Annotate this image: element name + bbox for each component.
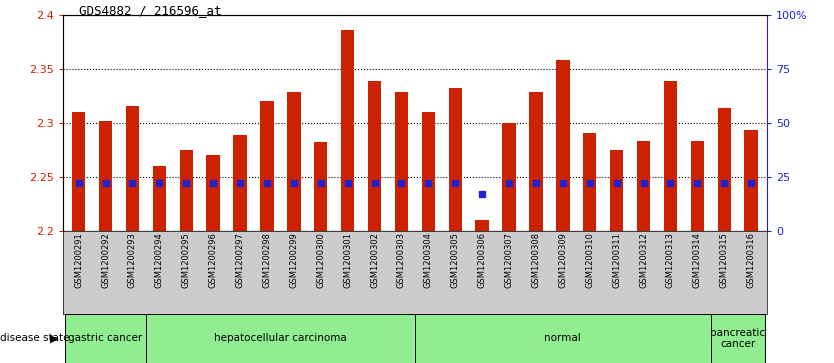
Bar bbox=[583, 133, 596, 231]
Text: disease state: disease state bbox=[0, 334, 69, 343]
Bar bbox=[449, 88, 462, 231]
Bar bbox=[422, 112, 435, 231]
Text: GSM1200291: GSM1200291 bbox=[74, 232, 83, 288]
Text: GSM1200308: GSM1200308 bbox=[531, 232, 540, 288]
Text: GSM1200313: GSM1200313 bbox=[666, 232, 675, 288]
Bar bbox=[475, 220, 489, 231]
Text: pancreatic
cancer: pancreatic cancer bbox=[710, 328, 766, 349]
Bar bbox=[745, 130, 758, 231]
FancyBboxPatch shape bbox=[415, 314, 711, 363]
Bar bbox=[610, 150, 623, 231]
Text: GSM1200306: GSM1200306 bbox=[478, 232, 487, 288]
Bar bbox=[234, 135, 247, 231]
Bar bbox=[502, 122, 515, 231]
Bar bbox=[207, 155, 220, 231]
Bar bbox=[556, 60, 570, 231]
Bar bbox=[664, 81, 677, 231]
Text: GSM1200293: GSM1200293 bbox=[128, 232, 137, 288]
Text: GSM1200296: GSM1200296 bbox=[208, 232, 218, 288]
Text: GSM1200312: GSM1200312 bbox=[639, 232, 648, 288]
Text: GSM1200310: GSM1200310 bbox=[585, 232, 595, 288]
Bar bbox=[717, 109, 731, 231]
Bar bbox=[126, 106, 139, 231]
Bar bbox=[394, 92, 408, 231]
Bar bbox=[637, 141, 651, 231]
Text: GSM1200307: GSM1200307 bbox=[505, 232, 514, 288]
Bar bbox=[314, 142, 328, 231]
Text: GSM1200303: GSM1200303 bbox=[397, 232, 406, 288]
Text: GSM1200314: GSM1200314 bbox=[693, 232, 702, 288]
Text: GSM1200292: GSM1200292 bbox=[101, 232, 110, 288]
Text: GSM1200302: GSM1200302 bbox=[370, 232, 379, 288]
Bar bbox=[341, 30, 354, 231]
Text: GSM1200300: GSM1200300 bbox=[316, 232, 325, 288]
Text: gastric cancer: gastric cancer bbox=[68, 334, 143, 343]
Text: GSM1200297: GSM1200297 bbox=[235, 232, 244, 288]
Text: hepatocellular carcinoma: hepatocellular carcinoma bbox=[214, 334, 347, 343]
FancyBboxPatch shape bbox=[711, 314, 765, 363]
Text: GSM1200316: GSM1200316 bbox=[746, 232, 756, 288]
Text: GSM1200295: GSM1200295 bbox=[182, 232, 191, 288]
FancyBboxPatch shape bbox=[146, 314, 415, 363]
FancyBboxPatch shape bbox=[65, 314, 146, 363]
Bar bbox=[287, 92, 300, 231]
Bar bbox=[179, 150, 193, 231]
Bar bbox=[153, 166, 166, 231]
Text: GSM1200299: GSM1200299 bbox=[289, 232, 299, 288]
Text: GDS4882 / 216596_at: GDS4882 / 216596_at bbox=[79, 4, 222, 17]
Bar bbox=[72, 112, 85, 231]
Bar bbox=[260, 101, 274, 231]
Text: GSM1200298: GSM1200298 bbox=[263, 232, 272, 288]
Text: GSM1200311: GSM1200311 bbox=[612, 232, 621, 288]
Text: normal: normal bbox=[545, 334, 581, 343]
Bar bbox=[368, 81, 381, 231]
Bar bbox=[691, 141, 704, 231]
Text: GSM1200301: GSM1200301 bbox=[343, 232, 352, 288]
Bar bbox=[99, 122, 113, 231]
Bar bbox=[530, 92, 543, 231]
Text: GSM1200304: GSM1200304 bbox=[424, 232, 433, 288]
Text: ▶: ▶ bbox=[50, 334, 58, 343]
Text: GSM1200294: GSM1200294 bbox=[155, 232, 164, 288]
Text: GSM1200315: GSM1200315 bbox=[720, 232, 729, 288]
Text: GSM1200305: GSM1200305 bbox=[450, 232, 460, 288]
Text: GSM1200309: GSM1200309 bbox=[558, 232, 567, 288]
